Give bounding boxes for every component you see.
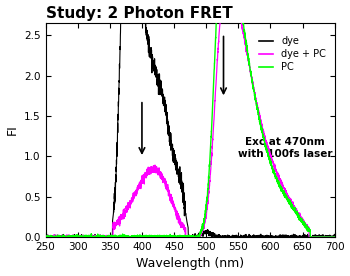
Legend: dye, dye + PC, PC: dye, dye + PC, PC [255,32,330,76]
Text: Exc at 470nm
with 100fs laser: Exc at 470nm with 100fs laser [238,137,332,159]
X-axis label: Wavelength (nm): Wavelength (nm) [136,258,244,270]
Text: Study: 2 Photon FRET: Study: 2 Photon FRET [46,6,232,20]
Y-axis label: FI: FI [6,125,19,136]
